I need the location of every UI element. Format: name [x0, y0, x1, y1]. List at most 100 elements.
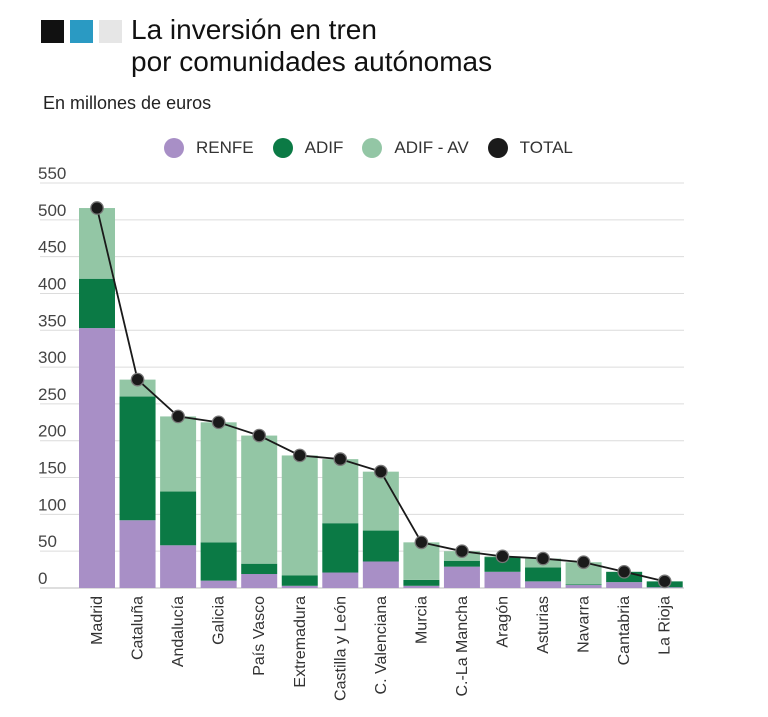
bar-adif-av-navarra	[565, 562, 602, 585]
x-tick-label-c-valenciana: C. Valenciana	[373, 596, 390, 695]
bar-renfe-aragon	[484, 571, 521, 588]
y-tick-label-550: 550	[38, 164, 66, 183]
bar-adif-av-galicia	[200, 422, 237, 543]
y-tick-label-0: 0	[38, 569, 47, 588]
bar-adif-av-pais-vasco	[241, 435, 278, 564]
bar-adif-c-valenciana	[362, 530, 399, 562]
y-tick-label-200: 200	[38, 422, 66, 441]
bar-renfe-pais-vasco	[241, 574, 278, 588]
x-tick-label-c-la-mancha: C.-La Mancha	[454, 596, 471, 697]
x-tick-label-pais-vasco: País Vasco	[251, 596, 268, 676]
bar-renfe-asturias	[525, 581, 562, 588]
x-tick-label-murcia: Murcia	[413, 596, 430, 644]
bar-adif-asturias	[525, 567, 562, 582]
x-tick-label-cantabria: Cantabria	[616, 596, 633, 665]
x-tick-label-cataluna: Cataluña	[130, 596, 147, 660]
x-tick-label-galicia: Galicia	[211, 596, 228, 645]
bar-adif-andalucia	[160, 491, 197, 546]
x-tick-label-madrid: Madrid	[89, 596, 106, 645]
y-tick-label-350: 350	[38, 311, 66, 330]
logo-square-grey	[99, 20, 122, 43]
total-point-pais-vasco	[252, 428, 267, 443]
bar-adif-pais-vasco	[241, 563, 278, 575]
chart-legend: RENFE ADIF ADIF - AV TOTAL	[164, 138, 592, 158]
bar-adif-murcia	[403, 579, 440, 586]
bar-renfe-navarra	[565, 585, 602, 588]
total-point-cantabria	[617, 564, 632, 579]
bar-renfe-c-valenciana	[362, 561, 399, 588]
total-point-la-rioja	[657, 574, 672, 589]
total-point-c-la-mancha	[455, 544, 469, 559]
bar-renfe-murcia	[403, 585, 440, 588]
total-point-c-valenciana	[373, 464, 388, 479]
logo-square-black	[41, 20, 64, 43]
bar-renfe-castilla-y-leon	[322, 572, 359, 588]
bar-renfe-extremadura	[281, 585, 318, 588]
total-point-madrid	[90, 201, 104, 215]
legend-item-adif-av[interactable]: ADIF - AV	[362, 138, 469, 158]
y-tick-label-400: 400	[38, 274, 66, 293]
bar-renfe-madrid	[79, 328, 115, 588]
bar-adif-extremadura	[281, 575, 318, 586]
bar-adif-av-castilla-y-leon	[322, 459, 359, 524]
x-tick-label-la-rioja: La Rioja	[657, 596, 674, 655]
y-tick-label-250: 250	[38, 385, 66, 404]
x-tick-label-extremadura: Extremadura	[292, 596, 309, 688]
chart-title: La inversión en tren por comunidades aut…	[131, 14, 492, 78]
chart-title-line2: por comunidades autónomas	[131, 46, 493, 77]
x-tick-label-navarra: Navarra	[576, 596, 593, 653]
total-point-extremadura	[292, 448, 307, 463]
legend-swatch-adif-av	[362, 138, 383, 158]
total-point-castilla-y-leon	[333, 452, 348, 466]
total-point-cataluna	[130, 372, 145, 387]
y-tick-label-450: 450	[38, 238, 66, 257]
bar-adif-av-andalucia	[160, 416, 197, 492]
legend-item-renfe[interactable]: RENFE	[164, 138, 254, 158]
x-tick-label-aragon: Aragón	[495, 596, 512, 648]
y-tick-label-500: 500	[38, 201, 66, 220]
legend-swatch-total	[487, 138, 508, 158]
legend-item-total[interactable]: TOTAL	[487, 138, 573, 158]
bar-adif-av-madrid	[79, 208, 115, 279]
legend-swatch-adif	[272, 138, 293, 158]
chart-title-line1: La inversión en tren	[131, 14, 377, 45]
bar-renfe-cataluna	[119, 520, 156, 588]
legend-label-total: TOTAL	[519, 138, 573, 157]
total-point-asturias	[536, 551, 550, 566]
legend-item-adif[interactable]: ADIF	[272, 138, 344, 158]
brand-logo	[41, 20, 122, 43]
bar-adif-madrid	[79, 278, 115, 329]
bar-adif-cataluna	[119, 396, 156, 521]
total-point-galicia	[211, 415, 226, 430]
y-tick-label-100: 100	[38, 495, 66, 514]
bar-renfe-cantabria	[606, 582, 643, 588]
bar-adif-galicia	[200, 542, 237, 581]
legend-label-adif-av: ADIF - AV	[394, 138, 469, 157]
bar-renfe-c-la-mancha	[443, 566, 480, 588]
legend-label-adif: ADIF	[304, 138, 344, 157]
x-tick-label-castilla-y-leon: Castilla y León	[332, 596, 349, 701]
total-point-navarra	[576, 555, 591, 570]
x-tick-label-asturias: Asturias	[535, 596, 552, 654]
legend-swatch-renfe	[164, 138, 184, 158]
bar-renfe-galicia	[200, 580, 237, 588]
bar-adif-av-cataluna	[119, 379, 156, 397]
bar-adif-castilla-y-leon	[322, 523, 359, 573]
x-tick-label-andalucia: Andalucía	[170, 596, 187, 667]
chart-subtitle: En millones de euros	[43, 93, 212, 113]
y-tick-label-50: 50	[38, 532, 57, 551]
bar-adif-navarra	[565, 584, 602, 586]
total-point-andalucia	[171, 409, 185, 424]
bar-adif-c-la-mancha	[443, 560, 480, 567]
bar-adif-av-extremadura	[281, 455, 318, 576]
y-tick-label-300: 300	[38, 348, 66, 367]
bar-adif-aragon	[484, 557, 521, 572]
legend-label-renfe: RENFE	[196, 138, 254, 157]
y-tick-label-150: 150	[38, 459, 66, 478]
logo-square-blue	[70, 20, 93, 43]
total-point-aragon	[495, 549, 510, 564]
total-point-murcia	[414, 535, 429, 550]
bar-renfe-andalucia	[160, 545, 197, 588]
bar-adif-av-c-valenciana	[362, 471, 399, 531]
